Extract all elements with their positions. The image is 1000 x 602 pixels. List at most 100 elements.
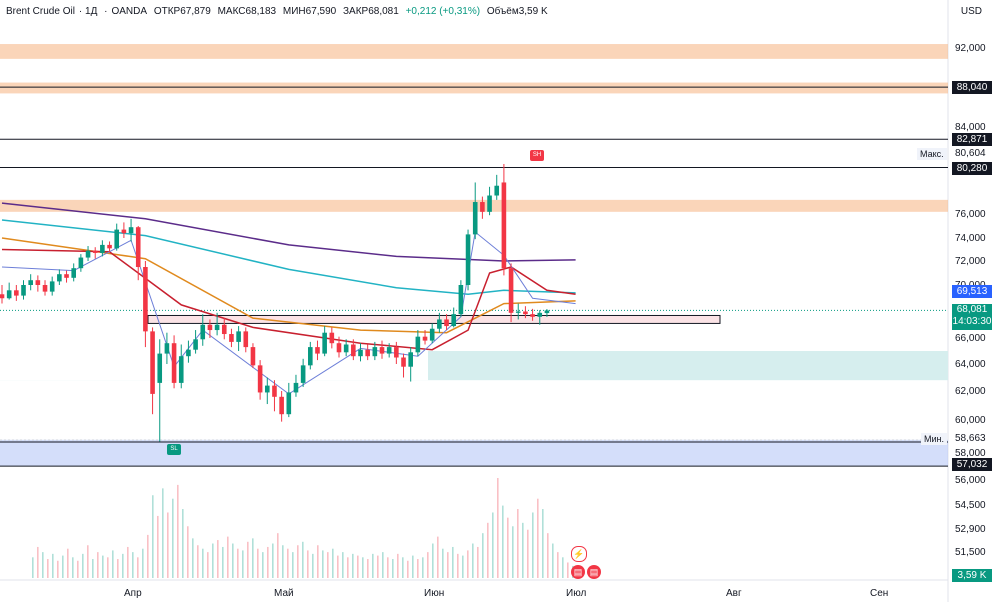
volume-bar <box>417 559 419 578</box>
candle-body <box>49 281 55 292</box>
volume-bar <box>387 557 389 578</box>
time-tick-label: Май <box>274 588 294 599</box>
candle-body <box>329 332 335 344</box>
zones-layer <box>0 44 948 467</box>
volume-bar <box>412 555 414 578</box>
interval-label: · 1Д · <box>78 6 108 17</box>
volume-bar <box>222 546 224 578</box>
volume-bar <box>552 543 554 578</box>
volume-bar <box>87 545 89 578</box>
candle-body <box>92 250 98 253</box>
time-tick-label: Сен <box>870 588 889 599</box>
volume-bar <box>407 560 409 578</box>
volume-bar <box>402 557 404 578</box>
candle-body <box>28 280 33 285</box>
volume-bar <box>82 553 84 578</box>
level-tag-82: 82,871 <box>952 133 992 146</box>
volume-bar <box>512 526 514 578</box>
volume-bar <box>482 533 484 578</box>
volume-bar <box>92 559 94 578</box>
candle-body <box>6 290 12 299</box>
candle-body <box>343 344 349 353</box>
candle-body <box>480 202 485 212</box>
zone-mask <box>0 351 428 381</box>
candle-body <box>322 332 327 354</box>
volume-bar <box>197 545 199 578</box>
candle-body <box>451 314 457 327</box>
volume-bar <box>187 526 189 578</box>
volume-bar <box>217 540 219 578</box>
volume-bar <box>52 553 54 578</box>
data-source: OANDA <box>111 6 148 17</box>
volume-bar <box>252 538 254 578</box>
candle-body <box>135 227 141 267</box>
volume-bar <box>152 495 154 578</box>
volume-bar <box>42 552 44 578</box>
candle-body <box>121 229 127 234</box>
candle-body <box>250 347 256 366</box>
moving-average-line <box>1 219 576 296</box>
volume-bar <box>377 555 379 578</box>
volume-bar <box>172 498 174 578</box>
candle-body <box>143 267 148 332</box>
volume-bar <box>32 557 34 578</box>
change-value: +0,212 (+0,31%) <box>405 6 481 17</box>
candle-body <box>308 347 313 366</box>
candle-body <box>264 385 270 393</box>
time-tick-label: Июн <box>424 588 445 599</box>
volume-tag: 3,59 K <box>952 569 992 582</box>
volume-bar <box>392 559 394 578</box>
price-tick-label: 54,500 <box>955 500 986 511</box>
us-flag-event-icon[interactable]: ▤ <box>571 565 585 579</box>
candle-body <box>401 357 406 367</box>
candle-body <box>379 347 385 354</box>
volume-bar <box>102 555 104 578</box>
candle-body <box>365 349 370 357</box>
candle-body <box>293 382 299 393</box>
last-price-tag: 68,081 14:03:30 <box>952 304 992 330</box>
volume-bar <box>37 546 39 578</box>
candle-body <box>544 310 550 314</box>
currency-selector[interactable]: USD <box>960 6 982 17</box>
volume-bar <box>492 512 494 578</box>
sell-marker[interactable]: SH <box>530 150 544 161</box>
candle-body <box>21 285 26 296</box>
time-tick-label: Авг <box>726 588 742 599</box>
symbol-name[interactable]: Brent Crude Oil <box>6 6 75 17</box>
candle-body <box>57 274 62 282</box>
candle-body <box>164 343 170 354</box>
candle-body <box>458 285 464 315</box>
price-tick-label: 74,000 <box>955 233 986 244</box>
candle-body <box>178 356 184 383</box>
volume-bar <box>272 543 274 578</box>
candles-layer <box>0 163 550 442</box>
last-price-value: 68,081 <box>956 304 988 315</box>
candle-body <box>171 343 177 383</box>
buy-marker[interactable]: SL <box>167 444 181 455</box>
volume-bar <box>137 557 139 578</box>
candle-body <box>229 334 234 342</box>
candle-body <box>530 314 535 317</box>
volume-layer <box>32 478 579 578</box>
volume-bar <box>262 552 264 578</box>
volume-bar <box>122 553 124 578</box>
level-tag-88: 88,040 <box>952 81 992 94</box>
candle-body <box>221 324 227 335</box>
open-value: ОТКР67,879 <box>153 6 211 17</box>
volume-bar <box>452 546 454 578</box>
candle-body <box>487 195 492 212</box>
dividend-event-icon[interactable]: ⚡ <box>571 546 587 562</box>
time-tick-label: Апр <box>124 588 142 599</box>
volume-value: Объём3,59 K <box>486 6 548 17</box>
us-flag-event-icon[interactable]: ▤ <box>587 565 601 579</box>
volume-bar <box>507 517 509 578</box>
volume-bar <box>57 560 59 578</box>
volume-bar <box>537 498 539 578</box>
volume-bar <box>462 555 464 578</box>
level-tag-57: 57,032 <box>952 458 992 471</box>
low-value: МИН67,590 <box>282 6 337 17</box>
volume-bar <box>97 552 99 578</box>
volume-bar <box>182 509 184 578</box>
volume-bar <box>142 548 144 578</box>
